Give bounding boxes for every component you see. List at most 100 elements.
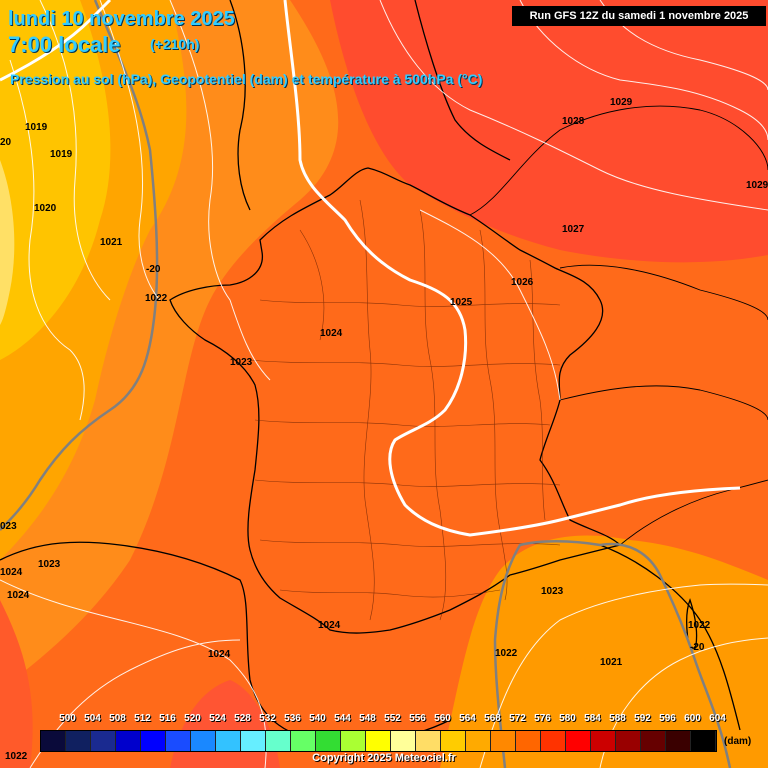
legend-swatch [291,731,316,751]
legend-swatch [591,731,616,751]
geopotential-580-band [0,160,15,325]
legend-tick-label: 520 [184,713,201,724]
isobar-label: 1029 [746,180,768,191]
legend-swatch [491,731,516,751]
legend-tick-label: 584 [584,713,601,724]
legend-swatch [66,731,91,751]
temperature-label: -20 [146,264,161,275]
forecast-date: lundi 10 novembre 2025 [8,8,235,30]
legend-swatch [366,731,391,751]
legend-swatch [91,731,116,751]
isobar-label: 1021 [600,657,623,668]
legend-swatch [541,731,566,751]
legend-swatch [641,731,666,751]
british-coast [229,0,251,211]
isobar-label: 1024 [7,590,30,601]
legend-tick-label: 572 [509,713,526,724]
country-borders [469,105,768,546]
legend-tick-label: 560 [434,713,451,724]
forecast-offset: (+210h) [150,36,200,52]
legend-color-bar [40,730,717,752]
legend-tick-label: 528 [234,713,251,724]
run-info: Run GFS 12Z du samedi 1 novembre 2025 [512,6,766,26]
isobar-label: 1024 [208,649,231,660]
legend-tick-label: 504 [84,713,101,724]
isobar-label: 20 [0,137,12,148]
geopotential-contour-nw [0,0,112,82]
legend-tick-label: 532 [259,713,276,724]
isobar-label: 1022 [495,648,518,659]
legend-tick-label: 596 [659,713,676,724]
isobar-label: 1020 [34,203,57,214]
legend-swatch [416,731,441,751]
isobar-label: 1019 [50,149,73,160]
legend-tick-label: 576 [534,713,551,724]
legend-swatch [516,731,541,751]
legend-swatch [566,731,591,751]
isobar-label: 1024 [320,328,343,339]
geopotential-contour-main [283,0,741,537]
isobar-label: 1027 [562,224,585,235]
legend-tick-row: 500 504 508 512 516 520 524 528 532 536 540 544 548 5… [40,713,760,727]
benelux-coast [414,0,511,161]
legend-tick-label: 568 [484,713,501,724]
italy-coast [599,544,741,731]
legend-tick-label: 516 [159,713,176,724]
parameters-title: Pression au sol (hPa), Geopotentiel (dam… [10,71,483,87]
legend-tick-label: 540 [309,713,326,724]
geopotential-560-band [330,0,768,263]
isobar-label: 1025 [450,297,473,308]
legend-swatch [691,731,716,751]
legend-tick-label: 580 [559,713,576,724]
legend-tick-label: 604 [709,713,726,724]
isobar-label: 1028 [562,116,585,127]
temperature-label: -20 [690,642,705,653]
legend-swatch [141,731,166,751]
isotherm-west [0,0,159,531]
legend-swatch [441,731,466,751]
geopotential-572-south-band [440,535,768,768]
legend-swatch [391,731,416,751]
legend-tick-label: 536 [284,713,301,724]
legend-swatch [341,731,366,751]
legend-swatch [241,731,266,751]
legend-swatch [666,731,691,751]
legend-tick-label: 592 [634,713,651,724]
isobar-label: 1022 [145,293,168,304]
legend-tick-label: 512 [134,713,151,724]
isobar-label: 1019 [25,122,48,133]
legend-tick-label: 556 [409,713,426,724]
legend-tick-label: 544 [334,713,351,724]
isobar-label: 1029 [610,97,633,108]
geopotential-576-band [0,0,111,360]
legend-tick-label: 508 [109,713,126,724]
isobar-label: 1022 [5,751,28,762]
legend-swatch [316,731,341,751]
legend-swatch [41,731,66,751]
isobar-label: 1023 [541,586,564,597]
legend-swatch [616,731,641,751]
legend-swatch [116,731,141,751]
legend-swatch [166,731,191,751]
legend-tick-label: 552 [384,713,401,724]
legend-swatch [266,731,291,751]
legend-swatch [216,731,241,751]
isobar-label: 1023 [38,559,61,570]
isobar-label: 1026 [511,277,534,288]
legend-swatch [191,731,216,751]
copyright: Copyright 2025 Meteociel.fr [312,752,456,764]
isobar-label: 1024 [318,620,341,631]
legend-tick-label: 524 [209,713,226,724]
legend-tick-label: 600 [684,713,701,724]
legend-tick-label: 588 [609,713,626,724]
department-borders [249,199,561,621]
isobar-label: 1022 [688,620,711,631]
legend-tick-label: 548 [359,713,376,724]
legend-tick-label: 564 [459,713,476,724]
isobar-label: 1021 [100,237,123,248]
forecast-time: 7:00 locale [8,32,121,57]
legend-unit: (dam) [724,736,752,747]
